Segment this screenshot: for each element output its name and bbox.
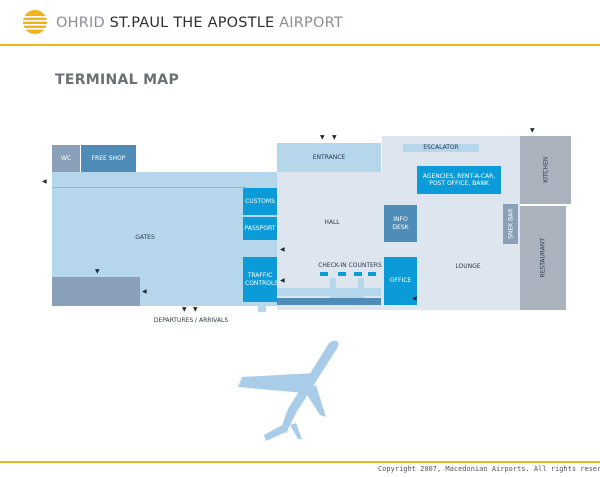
arrow-left-icon: ◀ xyxy=(412,295,417,302)
map-gates-inner-line xyxy=(52,187,246,188)
map-info-desk[interactable]: INFO DESK xyxy=(384,205,417,242)
arrow-down-icon: ▼ xyxy=(530,127,535,134)
map-label-agencies: AGENCIES, RENT-A-CAR, POST OFFICE, BANK xyxy=(422,172,496,188)
arrow-down-icon: ▼ xyxy=(332,134,337,141)
map-label-info-desk: INFO DESK xyxy=(392,216,409,231)
map-escalator[interactable]: ESCALATOR xyxy=(403,144,479,152)
map-label-gates: GATES xyxy=(135,234,155,242)
map-label-kitchen: KITCHEN xyxy=(542,156,550,183)
map-label-restaurant: RESTAURANT xyxy=(539,237,547,278)
map-wc[interactable]: WC xyxy=(52,145,80,172)
map-snek-bar[interactable]: SNEK BAR xyxy=(503,204,518,244)
map-customs[interactable]: CUSTOMS xyxy=(243,188,277,215)
footer-divider xyxy=(0,461,600,463)
airport-title-prefix: OHRID xyxy=(56,15,110,31)
arrow-down-icon: ▼ xyxy=(182,306,187,313)
header-divider xyxy=(0,44,600,46)
map-passport[interactable]: PASSPORT xyxy=(243,217,277,240)
airport-title-name: ST.PAUL THE APOSTLE xyxy=(109,15,275,31)
map-label-check-in: CHECK-IN COUNTERS xyxy=(318,262,382,270)
arrow-down-icon: ▼ xyxy=(193,306,198,313)
map-label-lounge: LOUNGE xyxy=(455,263,481,271)
map-free-shop[interactable]: FREE SHOP xyxy=(81,145,136,172)
check-in-counter-4[interactable] xyxy=(368,272,376,276)
check-in-conveyor xyxy=(277,288,381,296)
arrow-down-icon: ▼ xyxy=(320,134,325,141)
check-in-counter-1[interactable] xyxy=(320,272,328,276)
airplane-icon xyxy=(234,335,354,445)
map-label-snek-bar: SNEK BAR xyxy=(507,208,515,239)
map-entrance[interactable]: ENTRANCE xyxy=(277,143,381,172)
map-office[interactable]: OFFICE xyxy=(384,257,417,305)
map-label-traffic-controls: TRAFFIC CONTROLS xyxy=(245,272,279,287)
map-label-hall: HALL xyxy=(324,219,340,227)
check-in-counter-2[interactable] xyxy=(338,272,346,276)
check-in-counter-3[interactable] xyxy=(354,272,362,276)
map-kitchen[interactable]: KITCHEN xyxy=(520,136,571,204)
map-gates-seating xyxy=(52,277,140,306)
arrow-down-icon: ▼ xyxy=(95,268,100,275)
airport-logo-icon xyxy=(22,9,48,35)
arrow-left-icon: ◀ xyxy=(142,288,147,295)
map-traffic-controls[interactable]: TRAFFIC CONTROLS xyxy=(243,257,279,302)
check-in-conveyor-dark xyxy=(277,298,381,305)
arrow-left-icon: ◀ xyxy=(42,178,47,185)
check-in-conveyor-link xyxy=(258,303,266,312)
airport-title: OHRID ST.PAUL THE APOSTLE AIRPORT xyxy=(56,15,343,31)
map-agencies[interactable]: AGENCIES, RENT-A-CAR, POST OFFICE, BANK xyxy=(417,166,501,194)
arrow-left-icon: ◀ xyxy=(280,246,285,253)
airport-title-suffix: AIRPORT xyxy=(274,15,343,31)
map-label-departures-arrivals: DEPARTURES / ARRIVALS xyxy=(153,317,229,324)
page-title: TERMINAL MAP xyxy=(55,72,180,88)
arrow-left-icon: ◀ xyxy=(280,277,285,284)
copyright-text: Copyright 2007, Macedonian Airports. All… xyxy=(378,465,600,473)
map-restaurant[interactable]: RESTAURANT xyxy=(520,206,566,310)
